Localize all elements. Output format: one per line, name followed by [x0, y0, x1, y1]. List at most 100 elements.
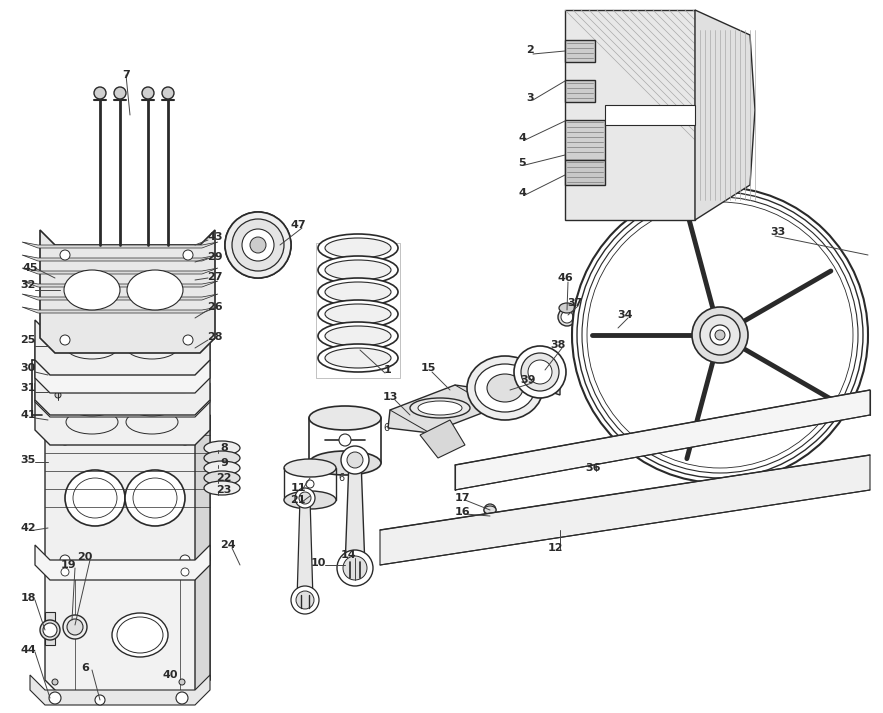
Polygon shape [45, 612, 55, 645]
Ellipse shape [325, 238, 391, 258]
Circle shape [181, 568, 189, 576]
Polygon shape [605, 105, 695, 125]
Ellipse shape [309, 406, 381, 430]
Circle shape [60, 335, 70, 345]
Circle shape [178, 366, 186, 374]
Polygon shape [695, 10, 755, 220]
Circle shape [67, 619, 83, 635]
Text: 35: 35 [20, 455, 35, 465]
Circle shape [337, 550, 373, 586]
Polygon shape [388, 385, 495, 433]
Text: 27: 27 [208, 272, 223, 282]
Circle shape [299, 492, 311, 504]
Ellipse shape [125, 470, 185, 526]
Polygon shape [35, 383, 210, 417]
Circle shape [242, 229, 274, 261]
Text: 46: 46 [557, 273, 573, 283]
Ellipse shape [318, 256, 398, 284]
Text: 2: 2 [526, 45, 534, 55]
Circle shape [71, 356, 79, 364]
Text: 32: 32 [20, 280, 35, 290]
Polygon shape [490, 370, 560, 408]
Text: 18: 18 [20, 593, 35, 603]
Circle shape [176, 692, 188, 704]
Ellipse shape [559, 303, 575, 313]
Text: 25: 25 [20, 335, 35, 345]
Polygon shape [565, 40, 595, 62]
Circle shape [142, 87, 154, 99]
Ellipse shape [318, 344, 398, 372]
Polygon shape [60, 555, 210, 570]
Circle shape [180, 435, 190, 445]
Text: 4: 4 [518, 133, 526, 143]
Text: 14: 14 [340, 550, 356, 560]
Circle shape [86, 356, 94, 364]
Ellipse shape [318, 234, 398, 262]
Text: 6: 6 [383, 423, 389, 433]
Circle shape [613, 323, 623, 333]
Circle shape [183, 335, 193, 345]
Polygon shape [22, 294, 218, 300]
Circle shape [178, 404, 186, 412]
Polygon shape [40, 230, 215, 353]
Circle shape [101, 344, 109, 352]
Ellipse shape [467, 356, 543, 420]
Ellipse shape [528, 360, 552, 384]
Polygon shape [22, 242, 218, 248]
Ellipse shape [309, 451, 381, 475]
Text: 11: 11 [291, 483, 306, 493]
Text: 23: 23 [216, 485, 231, 495]
Ellipse shape [204, 481, 240, 495]
Ellipse shape [410, 398, 470, 418]
Circle shape [71, 344, 79, 352]
Ellipse shape [127, 270, 183, 310]
Circle shape [114, 87, 126, 99]
Text: 24: 24 [220, 540, 236, 550]
Text: 21: 21 [291, 495, 306, 505]
Circle shape [179, 679, 185, 685]
Text: 12: 12 [547, 543, 562, 553]
Circle shape [343, 556, 367, 580]
Circle shape [52, 679, 58, 685]
Polygon shape [130, 365, 185, 392]
Text: 15: 15 [420, 363, 435, 373]
Circle shape [710, 325, 730, 345]
Polygon shape [195, 555, 210, 695]
Ellipse shape [284, 491, 336, 509]
Ellipse shape [418, 401, 462, 415]
Circle shape [561, 311, 573, 323]
Circle shape [572, 187, 868, 483]
Polygon shape [35, 400, 210, 445]
Circle shape [484, 504, 496, 516]
Text: 10: 10 [310, 558, 326, 568]
Ellipse shape [475, 364, 535, 412]
Circle shape [151, 350, 159, 358]
Text: 22: 22 [216, 473, 231, 483]
Text: 47: 47 [291, 220, 306, 230]
Ellipse shape [204, 471, 240, 485]
Polygon shape [565, 10, 695, 220]
Ellipse shape [204, 451, 240, 465]
Text: 29: 29 [208, 252, 223, 262]
Ellipse shape [325, 348, 391, 368]
Ellipse shape [284, 459, 336, 477]
Text: 7: 7 [122, 70, 130, 80]
Circle shape [58, 404, 66, 412]
Circle shape [43, 623, 57, 637]
Polygon shape [345, 460, 365, 568]
Polygon shape [297, 498, 313, 600]
Circle shape [347, 452, 363, 468]
Text: 34: 34 [617, 310, 633, 320]
Text: 6: 6 [81, 663, 89, 673]
Text: 30: 30 [20, 363, 35, 373]
Circle shape [225, 212, 291, 278]
Text: 45: 45 [22, 263, 38, 273]
Ellipse shape [318, 322, 398, 350]
Text: 4: 4 [518, 188, 526, 198]
Polygon shape [420, 420, 465, 458]
Text: 40: 40 [162, 670, 177, 680]
Circle shape [60, 250, 70, 260]
Text: 17: 17 [454, 493, 470, 503]
Text: 41: 41 [20, 410, 36, 420]
Circle shape [94, 87, 106, 99]
